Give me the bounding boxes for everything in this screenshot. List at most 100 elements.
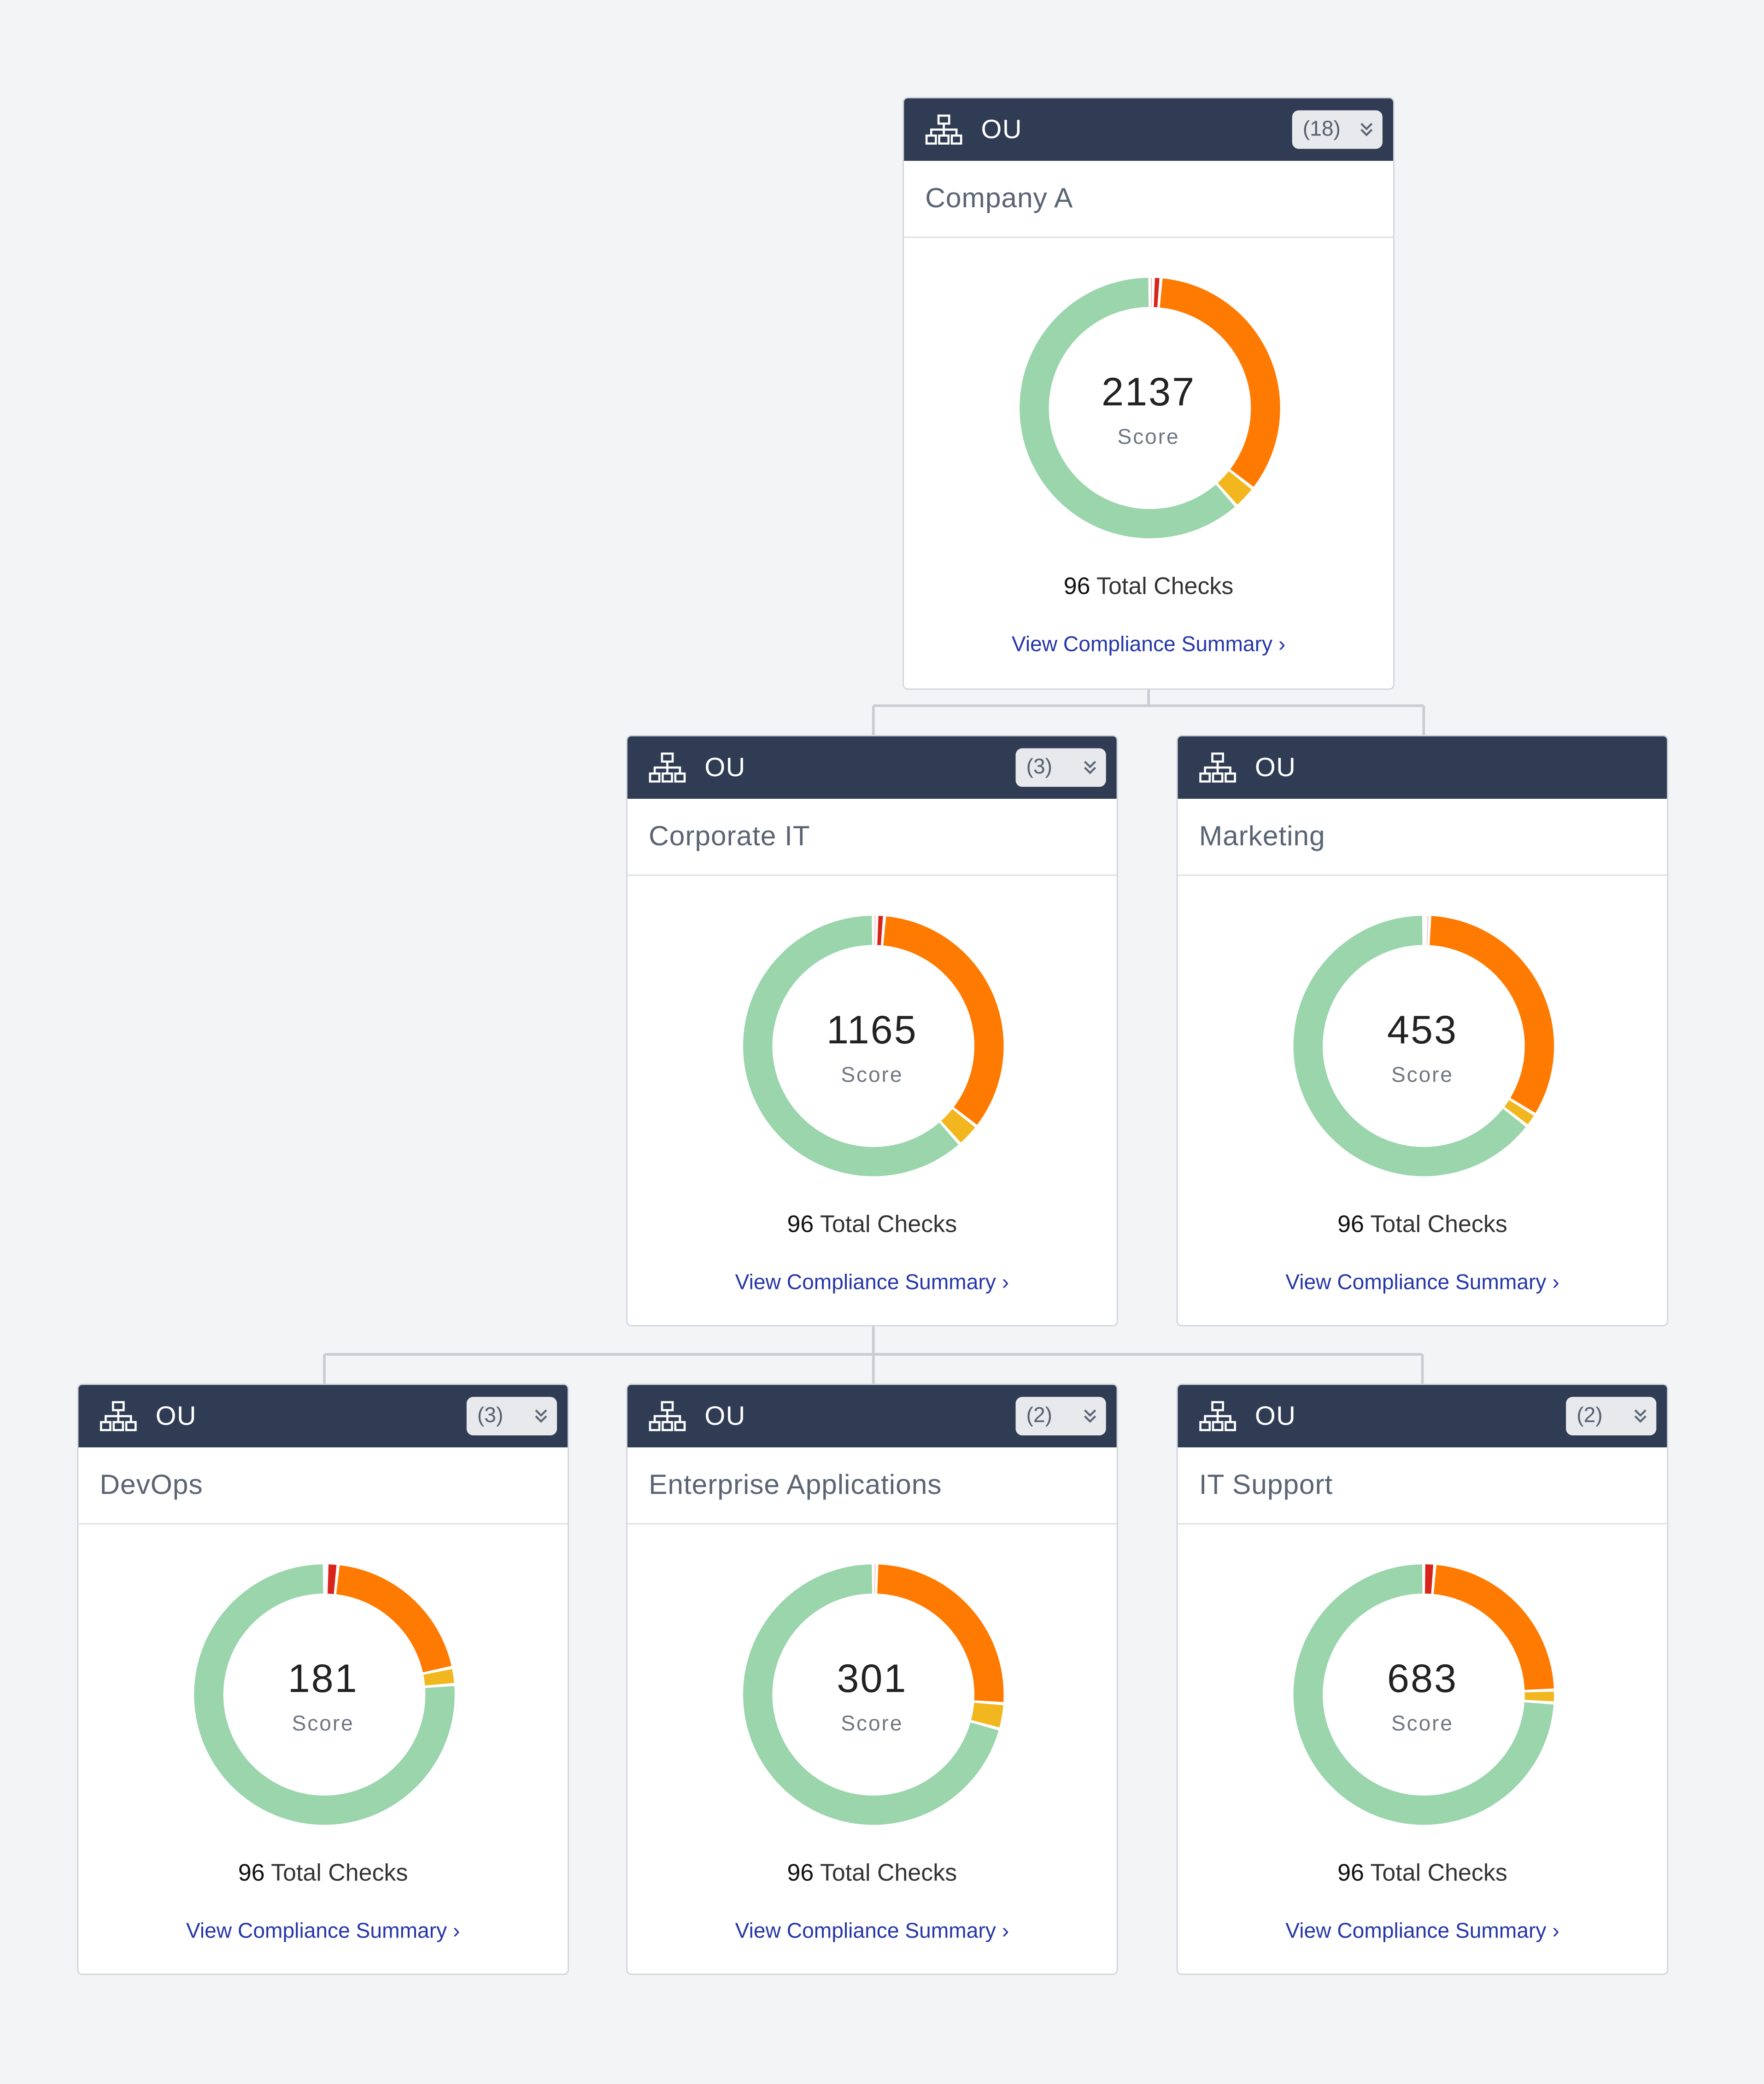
chevron-right-icon: › (1278, 634, 1286, 657)
score-label: Score (1391, 1065, 1453, 1088)
score-value: 683 (1387, 1657, 1458, 1702)
donut-segment (1020, 278, 1235, 539)
card-header: OU (18) (904, 98, 1394, 161)
total-checks-suffix: Total Checks (820, 1859, 957, 1886)
ou-card-marketing[interactable]: OU Marketing 453 Score 96 Total Checks V… (1176, 735, 1669, 1327)
score-donut-chart (743, 1564, 1004, 1825)
score-label: Score (292, 1713, 354, 1736)
score-donut-chart (743, 915, 1004, 1177)
total-checks-count: 96 (787, 1211, 814, 1238)
score-value: 453 (1387, 1008, 1458, 1053)
ou-type-label: OU (704, 1402, 746, 1432)
donut-segment (743, 915, 959, 1177)
donut-segment (874, 1564, 875, 1594)
score-label: Score (1391, 1713, 1453, 1736)
total-checks: 96 Total Checks (627, 1858, 1117, 1887)
card-header: OU (3) (78, 1385, 568, 1447)
donut-segment (941, 1109, 975, 1143)
chevron-double-down-icon (1084, 761, 1096, 774)
chevron-right-icon: › (453, 1920, 460, 1944)
score-donut-chart (1020, 278, 1280, 539)
link-label: View Compliance Summary (1285, 1272, 1547, 1295)
ou-card-corporate-it[interactable]: OU (3) Corporate IT 1165 Score 96 Total … (626, 735, 1118, 1327)
score-label: Score (841, 1065, 903, 1088)
total-checks: 96 Total Checks (1178, 1858, 1667, 1887)
ou-type-label: OU (704, 753, 746, 783)
org-chart-icon (925, 114, 962, 145)
donut-segment (1427, 916, 1428, 945)
total-checks-count: 96 (1337, 1211, 1364, 1238)
card-header: OU (3) (627, 736, 1117, 799)
connector-company-a-children (872, 690, 1425, 735)
card-header: OU (2) (627, 1385, 1117, 1447)
view-compliance-summary-link[interactable]: View Compliance Summary › (78, 1919, 568, 1946)
score-label: Score (1117, 427, 1180, 450)
total-checks: 96 Total Checks (1178, 1210, 1667, 1239)
link-label: View Compliance Summary (1011, 634, 1273, 657)
children-count-dropdown[interactable]: (3) (466, 1397, 557, 1436)
ou-name: Marketing (1178, 799, 1667, 876)
score-donut-chart (1293, 1564, 1554, 1825)
link-label: View Compliance Summary (1285, 1920, 1547, 1944)
donut-segment (971, 1703, 1003, 1727)
link-label: View Compliance Summary (735, 1272, 996, 1295)
total-checks-suffix: Total Checks (820, 1211, 957, 1238)
ou-card-company-a[interactable]: OU (18) Company A 2137 Score 96 Total Ch… (903, 97, 1395, 690)
chevron-double-down-icon (1634, 1409, 1647, 1423)
score-value: 1165 (826, 1008, 918, 1053)
donut-segment (423, 1669, 454, 1686)
card-header: OU (1178, 736, 1667, 799)
donut-segment (1425, 1564, 1434, 1594)
donut-segment (877, 916, 883, 945)
children-count: (18) (1302, 118, 1341, 141)
ou-type-label: OU (1254, 1402, 1296, 1432)
children-count: (3) (1026, 756, 1053, 779)
org-chart-icon (1199, 752, 1236, 783)
ou-card-enterprise-applications[interactable]: OU (2) Enterprise Applications 301 Score… (626, 1383, 1118, 1975)
children-count-dropdown[interactable]: (3) (1015, 748, 1106, 787)
total-checks-suffix: Total Checks (1096, 573, 1234, 600)
chevron-double-down-icon (535, 1409, 547, 1423)
total-checks-count: 96 (238, 1859, 265, 1886)
view-compliance-summary-link[interactable]: View Compliance Summary › (1178, 1270, 1667, 1297)
children-count-dropdown[interactable]: (2) (1015, 1397, 1106, 1436)
score-value: 181 (287, 1657, 358, 1702)
children-count-dropdown[interactable]: (2) (1566, 1397, 1657, 1436)
ou-name: Corporate IT (627, 799, 1117, 876)
org-chart-icon (649, 1401, 686, 1431)
view-compliance-summary-link[interactable]: View Compliance Summary › (1178, 1919, 1667, 1946)
children-count-dropdown[interactable]: (18) (1292, 110, 1383, 149)
donut-segment (1524, 1692, 1554, 1702)
org-chart-icon (649, 752, 686, 783)
chevron-right-icon: › (1552, 1920, 1559, 1944)
donut-segment (1433, 1565, 1554, 1690)
total-checks-count: 96 (1337, 1859, 1364, 1886)
children-count: (2) (1576, 1405, 1603, 1428)
donut-segment (336, 1565, 451, 1673)
link-label: View Compliance Summary (186, 1920, 447, 1944)
total-checks-suffix: Total Checks (271, 1859, 408, 1886)
score-donut-chart (1293, 915, 1554, 1177)
chevron-right-icon: › (1002, 1272, 1009, 1295)
ou-card-it-support[interactable]: OU (2) IT Support 683 Score 96 Total Che… (1176, 1383, 1669, 1975)
donut-segment (1218, 471, 1252, 505)
view-compliance-summary-link[interactable]: View Compliance Summary › (627, 1919, 1117, 1946)
ou-type-label: OU (155, 1402, 197, 1432)
donut-segment (877, 1564, 1004, 1702)
ou-name: Company A (904, 161, 1394, 238)
org-chart-icon (1199, 1401, 1236, 1431)
ou-card-devops[interactable]: OU (3) DevOps 181 Score 96 Total Checks … (77, 1383, 569, 1975)
total-checks-suffix: Total Checks (1370, 1211, 1507, 1238)
view-compliance-summary-link[interactable]: View Compliance Summary › (904, 632, 1393, 659)
view-compliance-summary-link[interactable]: View Compliance Summary › (627, 1270, 1117, 1297)
children-count: (2) (1026, 1405, 1053, 1428)
total-checks-suffix: Total Checks (1370, 1859, 1507, 1886)
donut-segment (1430, 916, 1554, 1113)
total-checks: 96 Total Checks (78, 1858, 568, 1887)
donut-segment (874, 915, 875, 945)
total-checks: 96 Total Checks (627, 1210, 1117, 1239)
donut-segment (1151, 278, 1152, 307)
donut-segment (1160, 278, 1280, 487)
